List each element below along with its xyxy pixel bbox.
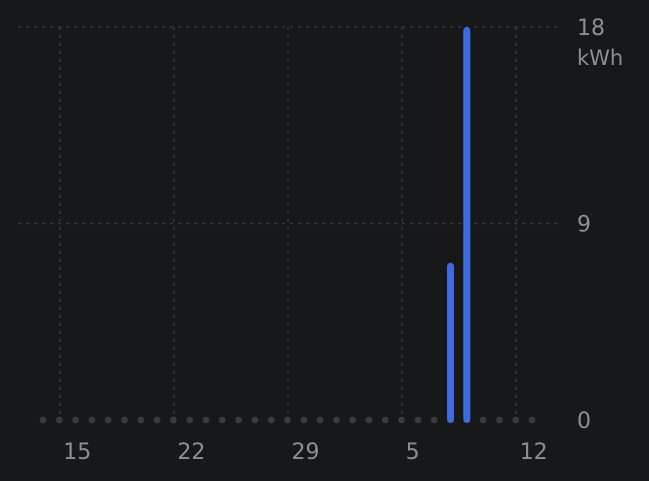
empty-day-dot	[186, 416, 194, 424]
empty-day-dot	[365, 416, 373, 424]
empty-day-dot	[202, 416, 210, 424]
empty-day-dot	[316, 416, 324, 424]
bar-day-8	[447, 262, 454, 423]
empty-day-dot	[72, 416, 79, 424]
empty-day-dot	[218, 416, 226, 424]
empty-day-dot	[55, 416, 63, 424]
y-tick-label: 0	[577, 409, 591, 434]
x-tick-label: 29	[292, 440, 320, 465]
y-axis-labels: 0 9 18	[577, 16, 605, 434]
x-tick-label: 15	[63, 440, 91, 465]
grid-layer	[18, 26, 562, 420]
empty-day-dot	[333, 416, 340, 424]
empty-day-dot	[381, 416, 389, 424]
empty-day-dot	[39, 416, 47, 424]
empty-day-dot	[479, 416, 487, 424]
y-tick-label: 18	[577, 16, 605, 41]
empty-day-dot	[496, 416, 503, 424]
empty-day-dot	[528, 416, 536, 424]
empty-day-dots	[39, 416, 536, 424]
empty-day-dot	[153, 416, 161, 424]
x-axis-labels: 15 22 29 5 12	[63, 440, 547, 465]
empty-day-dot	[398, 416, 405, 424]
empty-day-dot	[251, 416, 259, 424]
empty-day-dot	[512, 416, 520, 424]
empty-day-dot	[349, 416, 357, 424]
empty-day-dot	[300, 416, 308, 424]
empty-day-dot	[88, 416, 96, 424]
empty-day-dot	[137, 416, 145, 424]
empty-day-dot	[284, 416, 291, 424]
bars-layer	[447, 27, 471, 423]
empty-day-dot	[430, 416, 438, 424]
x-tick-label: 22	[177, 440, 205, 465]
bar-day-9	[463, 27, 471, 423]
empty-day-dot	[104, 416, 112, 424]
empty-day-dot	[170, 416, 177, 424]
x-tick-label: 12	[520, 440, 548, 465]
x-tick-label: 5	[406, 440, 420, 465]
empty-day-dot	[267, 416, 275, 424]
y-axis-unit: kWh	[577, 46, 623, 70]
empty-day-dot	[414, 416, 422, 424]
y-tick-label: 9	[577, 213, 591, 238]
empty-day-dot	[121, 416, 128, 424]
empty-day-dot	[235, 416, 243, 424]
